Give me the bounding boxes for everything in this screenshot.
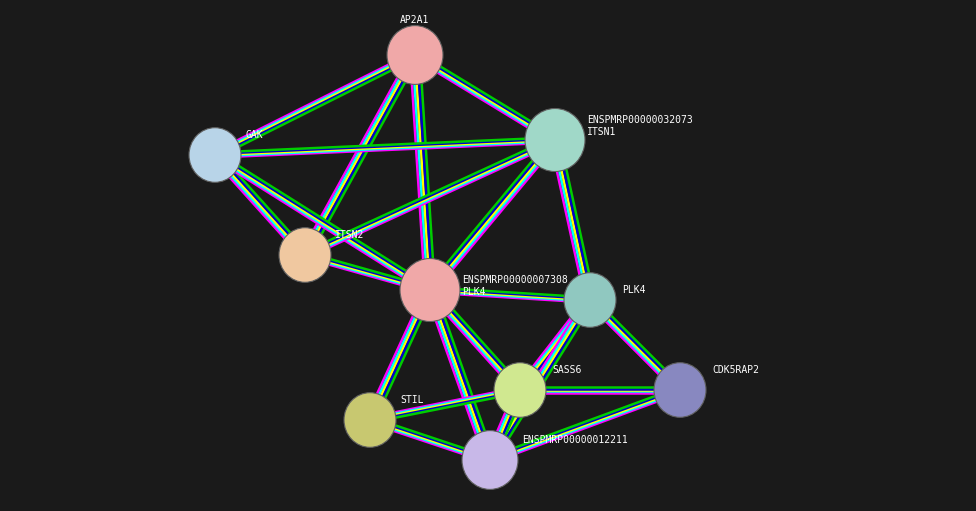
Text: CDK5RAP2: CDK5RAP2 <box>712 365 759 375</box>
Ellipse shape <box>400 259 460 321</box>
Text: AP2A1: AP2A1 <box>400 15 429 25</box>
Text: SASS6: SASS6 <box>552 365 582 375</box>
Ellipse shape <box>564 273 616 328</box>
Ellipse shape <box>462 431 518 490</box>
Ellipse shape <box>279 228 331 282</box>
Text: ITSN1: ITSN1 <box>587 127 617 137</box>
Text: ENSPMRP00000007308: ENSPMRP00000007308 <box>462 275 568 285</box>
Ellipse shape <box>654 363 706 417</box>
Ellipse shape <box>494 363 546 417</box>
Text: PLK4: PLK4 <box>462 287 485 297</box>
Text: STIL: STIL <box>400 395 424 405</box>
Text: ENSPMRP00000012211: ENSPMRP00000012211 <box>522 435 628 445</box>
Ellipse shape <box>344 392 396 447</box>
Text: ITSN2: ITSN2 <box>335 230 364 240</box>
Ellipse shape <box>189 128 241 182</box>
Ellipse shape <box>525 108 585 172</box>
Text: ENSPMRP00000032073: ENSPMRP00000032073 <box>587 115 693 125</box>
Text: GAK: GAK <box>245 130 263 140</box>
Text: PLK4: PLK4 <box>622 285 645 295</box>
Ellipse shape <box>387 26 443 84</box>
